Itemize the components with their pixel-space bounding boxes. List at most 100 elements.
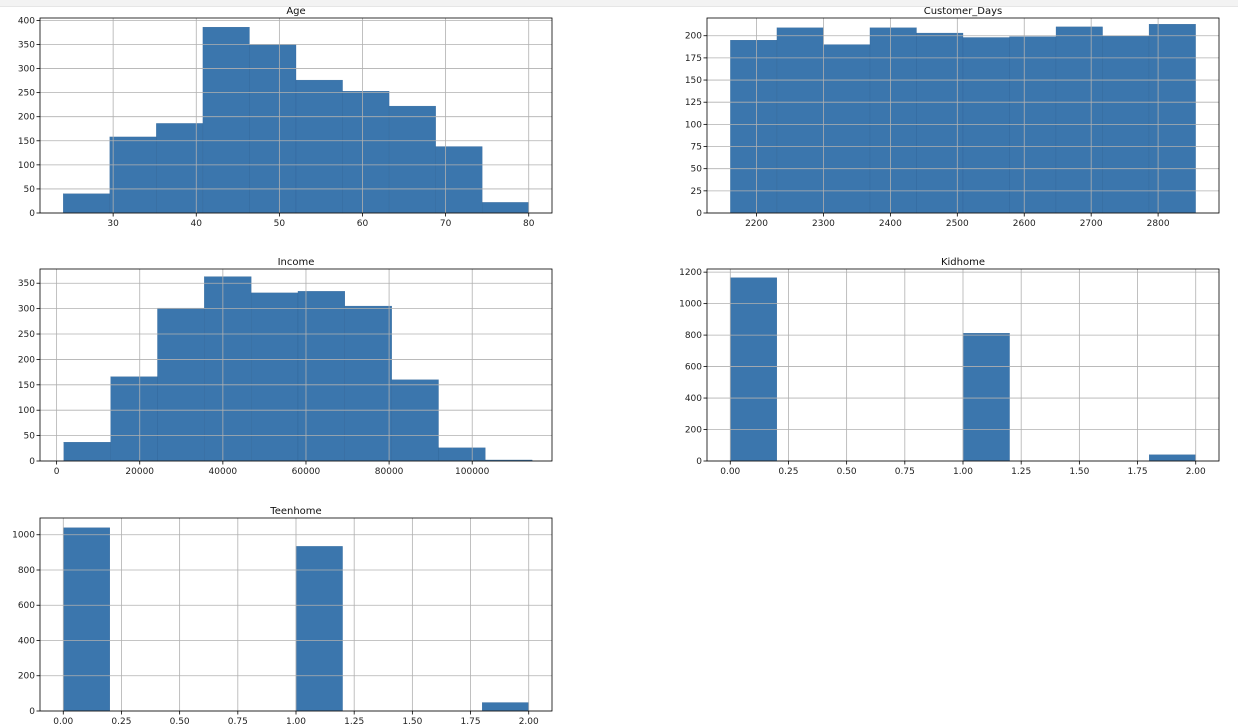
x-tick-label: 70 <box>440 219 452 229</box>
histogram-bar <box>109 136 157 214</box>
y-tick-label: 0 <box>29 209 35 219</box>
x-tick-label: 2200 <box>745 219 768 229</box>
y-tick-label: 0 <box>696 209 702 219</box>
histogram-bar <box>295 79 343 214</box>
x-tick-label: 100000 <box>455 467 490 477</box>
subplot-customer-days: Customer_Days 2200 2300 2400 2500 2600 2700 28… <box>685 6 1220 229</box>
chart-title: Kidhome <box>941 257 985 268</box>
histogram-bar <box>342 91 390 214</box>
histogram-bar <box>63 193 110 214</box>
histogram-bar <box>202 26 250 214</box>
histogram-bar <box>482 202 529 214</box>
x-tick-label: 2.00 <box>519 717 539 725</box>
y-tick-label: 0 <box>29 707 35 717</box>
x-tick-label: 40000 <box>209 467 238 477</box>
histogram-bar <box>1055 26 1103 214</box>
y-tick-label: 200 <box>18 355 35 365</box>
x-tick-label: 2500 <box>946 219 969 229</box>
x-tick-label: 0.00 <box>720 467 740 477</box>
y-tick-label: 50 <box>24 185 36 195</box>
x-tick-label: 60000 <box>292 467 321 477</box>
x-tick-label: 2600 <box>1013 219 1036 229</box>
axes-frame <box>706 17 1220 214</box>
x-tick-label: 80000 <box>375 467 404 477</box>
x-tick-label: 1.00 <box>286 717 306 725</box>
y-tick-label: 200 <box>18 672 35 682</box>
histogram-bar <box>156 123 204 214</box>
y-tick-label: 50 <box>24 432 36 442</box>
histogram-bar <box>962 37 1010 214</box>
x-tick-label: 20000 <box>125 467 154 477</box>
x-tick-label: 80 <box>523 219 535 229</box>
chart-title: Income <box>278 257 315 268</box>
histogram-bar <box>391 379 439 462</box>
chart-title: Age <box>286 6 305 17</box>
y-tick-label: 150 <box>685 76 702 86</box>
y-tick-label: 0 <box>696 457 702 467</box>
y-tick-label: 600 <box>685 363 702 373</box>
y-tick-label: 800 <box>685 331 702 341</box>
subplot-age: Age 30 40 50 60 70 80 0 50 100 150 200 250 300 350 400 <box>18 6 553 229</box>
y-tick-label: 400 <box>18 16 35 26</box>
axes-frame <box>39 268 553 462</box>
y-tick-label: 250 <box>18 330 35 340</box>
subplot-income: Income 0 20000 40000 60000 80000 100000 0 50 100… <box>18 257 553 477</box>
x-tick-label: 2800 <box>1147 219 1170 229</box>
y-tick-label: 600 <box>18 601 35 611</box>
histogram-bar <box>869 27 917 214</box>
histogram-bar <box>388 105 436 214</box>
x-tick-label: 0.50 <box>837 467 857 477</box>
x-tick-label: 1.75 <box>461 717 481 725</box>
histogram-bar <box>1148 24 1196 214</box>
y-tick-label: 200 <box>685 32 702 42</box>
y-tick-label: 200 <box>18 113 35 123</box>
x-tick-label: 2700 <box>1080 219 1103 229</box>
chart-title: Customer_Days <box>924 6 1003 17</box>
y-tick-label: 350 <box>18 40 35 50</box>
y-tick-label: 150 <box>18 137 35 147</box>
y-tick-label: 1200 <box>679 268 702 278</box>
subplot-teenhome: Teenhome 0.00 0.25 0.50 0.75 1.00 1.25 1.50 1.7… <box>12 506 553 725</box>
x-tick-label: 0.75 <box>895 467 915 477</box>
y-tick-label: 400 <box>685 394 702 404</box>
y-tick-label: 800 <box>18 566 35 576</box>
histogram-bar <box>438 447 486 462</box>
histogram-bar <box>1149 454 1196 462</box>
x-tick-label: 30 <box>107 219 119 229</box>
x-tick-label: 0.25 <box>778 467 798 477</box>
histogram-bar <box>823 44 871 214</box>
x-tick-label: 0.75 <box>228 717 248 725</box>
y-tick-label: 175 <box>685 54 702 64</box>
x-tick-label: 1.25 <box>1011 467 1031 477</box>
histogram-bar <box>251 292 299 462</box>
histogram-bar <box>63 527 110 712</box>
x-tick-label: 1.75 <box>1128 467 1148 477</box>
histogram-bar <box>435 146 483 214</box>
subplot-kidhome: Kidhome 0.00 0.25 0.50 0.75 1.00 1.25 1.50 1.75… <box>679 257 1220 477</box>
axes-frame <box>39 17 553 214</box>
y-tick-label: 150 <box>18 381 35 391</box>
histogram-bar <box>962 333 1010 462</box>
x-tick-label: 2400 <box>879 219 902 229</box>
x-tick-label: 0.00 <box>53 717 73 725</box>
histogram-bar <box>63 442 111 462</box>
y-tick-label: 1000 <box>679 300 702 310</box>
histogram-bar <box>916 32 964 214</box>
y-tick-label: 100 <box>18 406 35 416</box>
histogram-bar <box>1009 36 1057 214</box>
x-tick-label: 1.50 <box>1069 467 1089 477</box>
y-tick-label: 200 <box>685 426 702 436</box>
top-rule <box>0 0 1238 7</box>
y-tick-label: 250 <box>18 89 35 99</box>
y-tick-label: 300 <box>18 65 35 75</box>
histogram-bar <box>482 702 529 712</box>
x-tick-label: 0 <box>54 467 60 477</box>
x-tick-label: 0.25 <box>111 717 131 725</box>
histogram-bar <box>295 546 343 712</box>
histogram-bar <box>344 305 392 462</box>
histogram-bar <box>776 27 824 214</box>
y-tick-label: 350 <box>18 279 35 289</box>
x-tick-label: 1.00 <box>953 467 973 477</box>
x-tick-label: 2.00 <box>1186 467 1206 477</box>
